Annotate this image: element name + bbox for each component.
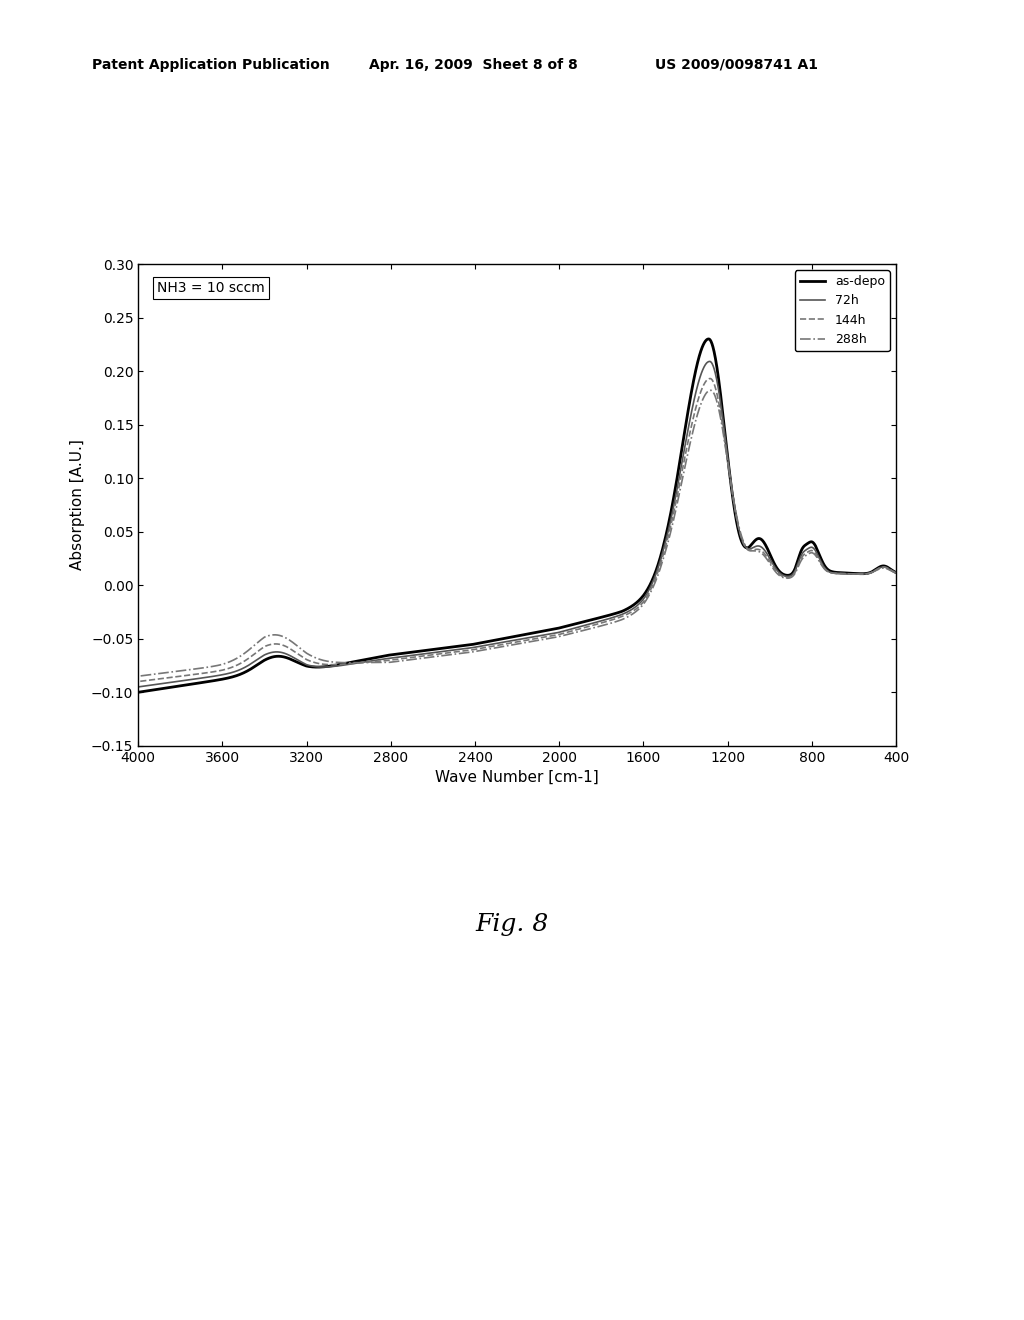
as-depo <box>702 331 715 347</box>
Text: Fig. 8: Fig. 8 <box>475 912 549 936</box>
144h <box>890 565 902 581</box>
144h <box>571 622 584 638</box>
144h <box>339 656 351 672</box>
Text: US 2009/0098741 A1: US 2009/0098741 A1 <box>655 58 818 71</box>
Line: as-depo: as-depo <box>138 339 896 692</box>
72h <box>339 657 351 673</box>
288h <box>705 383 717 399</box>
144h <box>193 665 205 681</box>
as-depo <box>890 565 902 581</box>
72h <box>132 678 144 694</box>
144h <box>703 371 716 387</box>
as-depo <box>565 616 578 632</box>
Line: 288h: 288h <box>138 391 896 676</box>
Line: 144h: 144h <box>138 379 896 681</box>
X-axis label: Wave Number [cm-1]: Wave Number [cm-1] <box>435 770 599 785</box>
as-depo <box>132 684 144 700</box>
144h <box>565 623 578 639</box>
72h <box>529 628 542 644</box>
72h <box>565 622 578 638</box>
as-depo <box>156 681 168 697</box>
288h <box>339 655 351 671</box>
72h <box>571 619 584 635</box>
72h <box>890 565 902 581</box>
Y-axis label: Absorption [A.U.]: Absorption [A.U.] <box>71 440 85 570</box>
72h <box>703 354 716 370</box>
Text: Apr. 16, 2009  Sheet 8 of 8: Apr. 16, 2009 Sheet 8 of 8 <box>369 58 578 71</box>
72h <box>156 676 168 692</box>
144h <box>529 631 542 647</box>
288h <box>132 668 144 684</box>
Line: 72h: 72h <box>138 362 896 686</box>
as-depo <box>193 675 205 690</box>
Legend: as-depo, 72h, 144h, 288h: as-depo, 72h, 144h, 288h <box>795 271 890 351</box>
72h <box>193 671 205 686</box>
144h <box>156 671 168 686</box>
Text: Patent Application Publication: Patent Application Publication <box>92 58 330 71</box>
as-depo <box>339 656 351 672</box>
288h <box>156 665 168 681</box>
as-depo <box>571 615 584 631</box>
288h <box>193 660 205 676</box>
Text: NH3 = 10 sccm: NH3 = 10 sccm <box>158 281 265 294</box>
288h <box>571 624 584 640</box>
144h <box>132 673 144 689</box>
288h <box>890 565 902 581</box>
as-depo <box>529 624 542 640</box>
288h <box>529 632 542 648</box>
288h <box>565 626 578 642</box>
